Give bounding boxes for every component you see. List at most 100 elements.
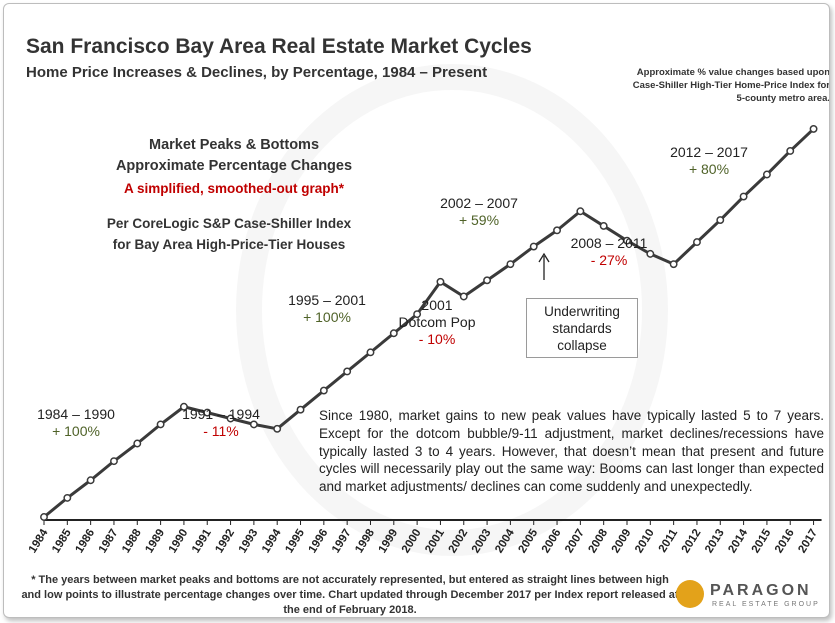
source-note: Approximate % value changes based upon C… xyxy=(632,67,830,104)
data-point xyxy=(483,276,492,285)
x-tick-label: 2011 xyxy=(657,527,681,555)
data-point xyxy=(646,249,655,258)
data-point xyxy=(86,476,95,485)
x-tick-label: 2004 xyxy=(493,527,517,556)
x-tick-label: 1988 xyxy=(120,527,144,556)
annotation-period: 2008 – 2011 xyxy=(571,235,648,251)
x-tick-label: 1987 xyxy=(97,527,121,555)
data-point xyxy=(366,348,375,357)
x-tick-label: 1986 xyxy=(73,527,97,555)
x-tick-label: 2014 xyxy=(726,527,750,556)
annotation-change: - 11% xyxy=(203,423,239,439)
x-tick-label: 1999 xyxy=(377,527,401,555)
x-tick-label: 2009 xyxy=(610,527,634,555)
data-point xyxy=(133,439,142,448)
data-point xyxy=(762,170,771,179)
annotation-period: 2002 – 2007 xyxy=(440,195,518,211)
data-point xyxy=(436,277,445,286)
x-tick-label: 2007 xyxy=(563,527,587,555)
data-point xyxy=(809,124,818,133)
legend-source-1: Per CoreLogic S&P Case-Shiller Index xyxy=(106,216,352,231)
data-point xyxy=(506,260,515,269)
x-tick-label: 2005 xyxy=(517,527,541,556)
x-tick-label: 1992 xyxy=(213,527,237,555)
x-tick-label: 1996 xyxy=(307,527,331,555)
data-point xyxy=(739,192,748,201)
x-tick-label: 1991 xyxy=(190,527,214,556)
logo-name: PARAGON xyxy=(710,582,812,599)
data-point xyxy=(63,493,72,502)
legend-source-2: for Bay Area High-Price-Tier Houses xyxy=(112,237,346,252)
x-tick-label: 2008 xyxy=(586,527,610,556)
legend-heading-2: Approximate Percentage Changes xyxy=(115,158,353,174)
annotation-period: 2012 – 2017 xyxy=(670,144,748,160)
annotation-period: 1995 – 2001 xyxy=(288,292,366,308)
callout-text: Underwriting standards collapse xyxy=(544,304,620,353)
x-tick-label: 2016 xyxy=(773,527,797,555)
x-tick-label: 2003 xyxy=(470,527,494,555)
data-point xyxy=(296,405,305,414)
data-point xyxy=(669,260,678,269)
annotation-change: - 27% xyxy=(591,252,628,268)
x-tick-label: 1984 xyxy=(27,527,51,556)
data-point xyxy=(249,420,258,429)
data-point xyxy=(599,221,608,230)
x-tick-label: 1993 xyxy=(237,527,261,555)
callout-arrowhead xyxy=(538,252,550,263)
x-tick-label: 2013 xyxy=(703,527,727,555)
chart-subtitle: Home Price Increases & Declines, by Perc… xyxy=(26,64,488,81)
annotation-change: + 100% xyxy=(52,423,100,439)
x-tick-label: 2006 xyxy=(540,527,564,555)
line-chart: 1984 1985 1986 1987 1988 1989 1990 1991 1992 1993… xyxy=(27,124,822,556)
annotation-period: 2001 xyxy=(421,297,452,313)
data-point xyxy=(459,292,468,301)
data-point xyxy=(623,236,631,245)
data-point xyxy=(273,424,282,433)
x-tick-label: 1995 xyxy=(283,527,307,556)
legend-heading-1: Market Peaks & Bottoms xyxy=(148,137,320,153)
chart-title: San Francisco Bay Area Real Estate Marke… xyxy=(26,35,532,58)
footnote: * The years between market peaks and bot… xyxy=(21,574,679,616)
data-point xyxy=(343,367,352,376)
data-point xyxy=(716,216,725,225)
annotation-period: 1984 – 1990 xyxy=(37,406,115,422)
data-point xyxy=(529,242,538,251)
x-tick-label: 2017 xyxy=(796,527,820,555)
x-tick-label: 2015 xyxy=(750,527,774,556)
annotation-period: 1991 – 1994 xyxy=(182,406,260,422)
annotation-change: - 10% xyxy=(419,331,456,347)
x-tick-label: 2000 xyxy=(400,527,424,555)
data-point xyxy=(156,420,165,429)
annotation-label: Dotcom Pop xyxy=(398,314,475,330)
x-tick-label: 2010 xyxy=(633,527,657,555)
data-point xyxy=(389,329,398,338)
data-point xyxy=(203,408,212,417)
explanation-text: Since 1980, market gains to new peak val… xyxy=(319,408,824,495)
data-point xyxy=(576,207,585,216)
annotation-change: + 80% xyxy=(689,161,729,177)
data-point xyxy=(110,457,118,466)
data-point xyxy=(786,147,795,155)
x-tick-label: 1990 xyxy=(167,527,191,555)
data-point xyxy=(413,310,422,319)
legend-heading-3: A simplified, smoothed-out graph* xyxy=(123,181,344,196)
callout-box: Underwriting standards collapse xyxy=(526,298,638,358)
x-tick-label: 2001 xyxy=(423,527,447,556)
annotation-change: + 100% xyxy=(303,309,351,325)
x-tick-label: 1989 xyxy=(143,527,167,555)
data-point xyxy=(319,386,328,395)
data-point xyxy=(179,402,188,411)
annotation-change: + 59% xyxy=(459,212,499,228)
logo-tagline: REAL ESTATE GROUP xyxy=(712,601,820,608)
data-point xyxy=(553,226,561,235)
x-tick-label: 1997 xyxy=(330,527,354,555)
data-point xyxy=(40,513,48,521)
data-point xyxy=(693,238,701,247)
x-tick-label: 2002 xyxy=(447,527,471,555)
data-point xyxy=(226,414,235,423)
paragon-logo: PARAGON REAL ESTATE GROUP xyxy=(676,580,826,614)
x-tick-label: 1994 xyxy=(260,527,284,556)
x-tick-label: 1998 xyxy=(353,527,377,556)
x-tick-label: 2012 xyxy=(680,527,704,555)
x-tick-label: 1985 xyxy=(50,527,74,556)
